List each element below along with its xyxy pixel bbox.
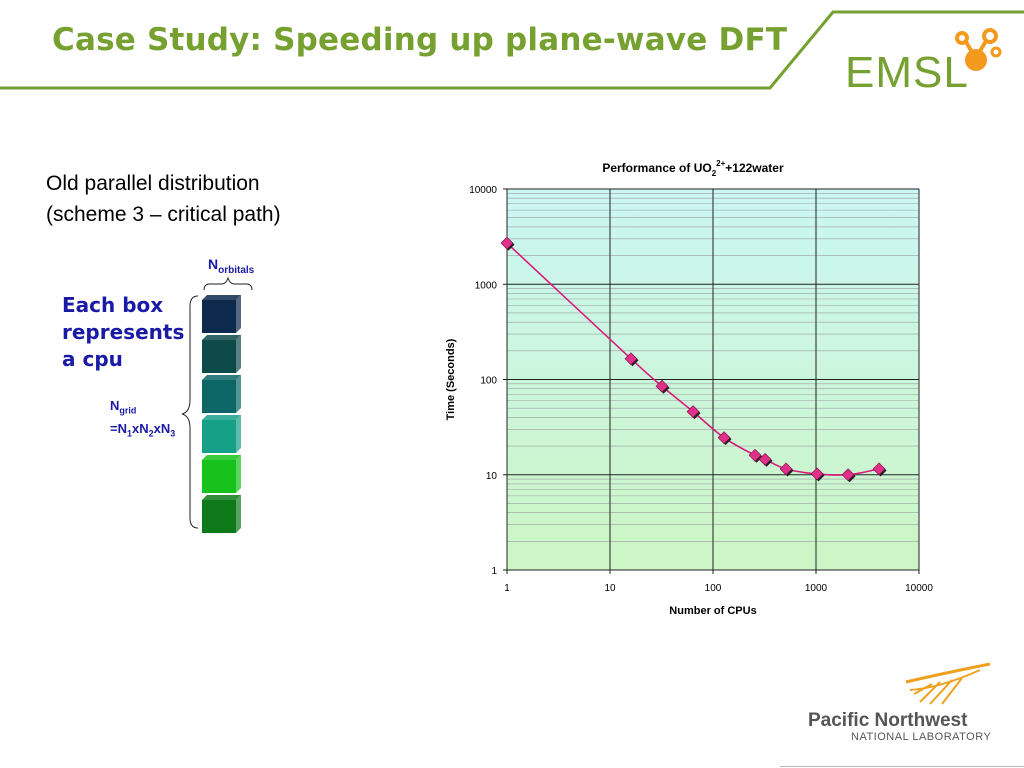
pnnl-name: Pacific Northwest <box>808 710 968 731</box>
cpu-box <box>202 500 236 533</box>
major-grid <box>506 188 920 571</box>
n-orbitals-main: N <box>208 256 219 272</box>
cpu-box-side <box>236 495 241 533</box>
header-line <box>0 10 1024 90</box>
subtitle: Old parallel distribution (scheme 3 – cr… <box>46 168 281 230</box>
each-box-line2: represents <box>62 320 185 344</box>
n-grid-x3: xN <box>153 420 171 436</box>
n-grid-main: N <box>110 398 120 413</box>
cpu-box-top <box>202 415 241 420</box>
x-axis-label: Number of CPUs <box>669 605 756 617</box>
cpu-box-top <box>202 375 241 380</box>
y-tick-label: 1000 <box>475 280 498 291</box>
cpu-box-side <box>236 375 241 413</box>
footer-line <box>780 766 1024 767</box>
data-point <box>810 467 824 481</box>
y-tick-label: 1 <box>491 566 497 577</box>
x-tick-label: 100 <box>705 583 722 594</box>
x-tick-label: 1 <box>504 583 510 594</box>
each-box-label: Each box represents a cpu <box>62 292 184 373</box>
data-point <box>758 452 772 466</box>
data-point <box>841 468 855 482</box>
subtitle-line1: Old parallel distribution <box>46 172 260 195</box>
each-box-line1: Each box <box>62 293 164 317</box>
y-tick-label: 10000 <box>469 185 497 196</box>
n-grid-sub2: 2 <box>148 428 154 439</box>
cpu-box <box>202 300 236 333</box>
cpu-box-side <box>236 455 241 493</box>
y-axis-label: Time (Seconds) <box>445 338 457 420</box>
x-tick-label: 1000 <box>805 583 828 594</box>
cpu-box-top <box>202 295 241 300</box>
data-point <box>624 352 638 366</box>
x-tick-label: 10000 <box>905 583 933 594</box>
subtitle-line2: (scheme 3 – critical path) <box>46 203 281 226</box>
data-point <box>717 431 731 445</box>
x-tick-label: 10 <box>604 583 616 594</box>
cpu-box-side <box>236 295 241 333</box>
pnnl-sub: NATIONAL LABORATORY <box>851 731 992 743</box>
n-grid-x2: xN <box>132 420 149 436</box>
n-grid-sub: grid <box>119 405 137 416</box>
emsl-logo-text: EMSL <box>845 48 969 97</box>
n-grid-sub3: 3 <box>170 428 176 439</box>
cpu-diagram <box>181 276 253 533</box>
n-grid-eq: =N <box>110 420 127 436</box>
cpu-box-top <box>202 335 241 340</box>
chart-title: Performance of UO22++122water <box>602 159 784 178</box>
axis-ticks: 1 10 100 1000 10000 1 10 100 1000 10000 <box>469 185 933 594</box>
data-point <box>655 379 669 393</box>
emsl-logo-icon <box>955 28 1002 71</box>
data-point <box>686 405 700 419</box>
n-grid-sub1: 1 <box>126 428 132 439</box>
cpu-boxes <box>202 295 241 533</box>
y-tick-label: 100 <box>480 376 497 387</box>
series-1 <box>500 236 887 483</box>
n-grid-label: Ngrid =N1xN2xN3 <box>110 397 175 442</box>
data-point <box>872 462 886 476</box>
data-point <box>748 448 762 462</box>
slide-title: Case Study: Speeding up plane-wave DFT <box>52 22 788 58</box>
cpu-box-top <box>202 495 241 500</box>
pnnl-logo-icon <box>905 662 991 705</box>
each-box-line3: a cpu <box>62 347 123 371</box>
cpu-box-top <box>202 455 241 460</box>
data-point <box>779 462 793 476</box>
performance-chart: Performance of UO22++122water 1 10 100 1000… <box>445 159 933 617</box>
n-orbitals-label: Norbitals <box>208 256 254 276</box>
cpu-box <box>202 420 236 453</box>
cpu-box-side <box>236 335 241 373</box>
cpu-box <box>202 380 236 413</box>
cpu-box <box>202 340 236 373</box>
orbitals-brace <box>203 276 253 291</box>
y-tick-label: 10 <box>486 471 498 482</box>
grid-brace <box>181 295 199 529</box>
cpu-box-side <box>236 415 241 453</box>
n-orbitals-sub: orbitals <box>218 264 255 276</box>
data-point <box>500 236 514 250</box>
cpu-box <box>202 460 236 493</box>
